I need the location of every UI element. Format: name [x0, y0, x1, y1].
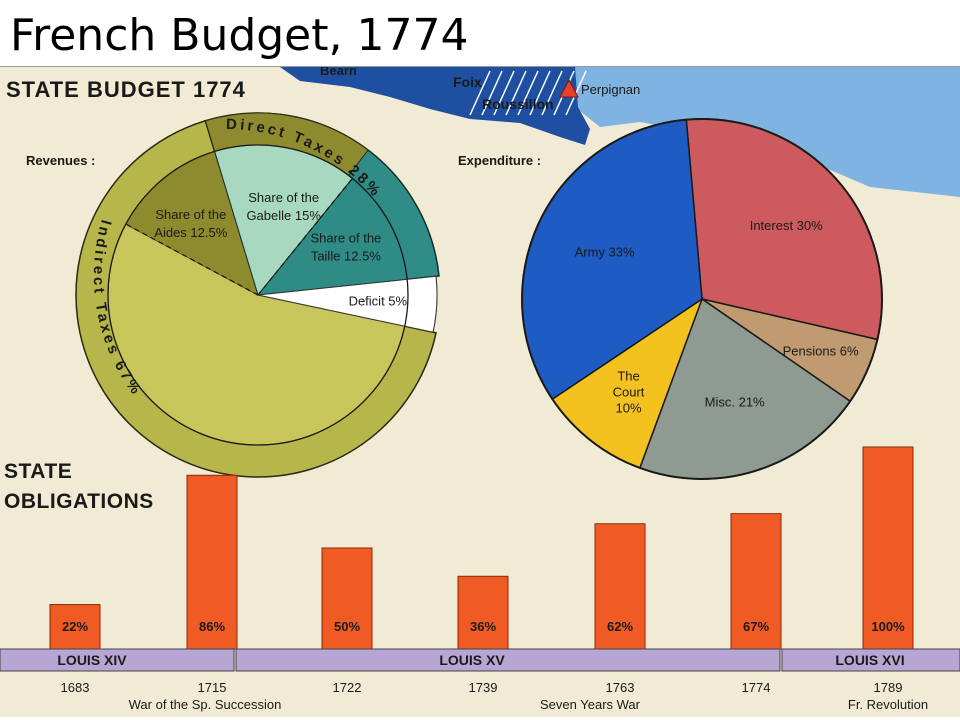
- state-obligations-heading: STATE OBLIGATIONS: [4, 457, 154, 517]
- year-label-1683: 1683: [61, 680, 90, 695]
- slice-label-deficit: Deficit 5%: [349, 294, 408, 309]
- slice-label-court: The Court 10%: [613, 369, 645, 416]
- slice-label-interest: Interest 30%: [750, 218, 823, 233]
- expenditure-pie: Interest 30% Pensions 6% Misc. 21% The Court…: [521, 118, 883, 480]
- year-label-1715: 1715: [198, 680, 227, 695]
- map-hatch-line: [493, 70, 515, 116]
- bar-label-1715: 86%: [199, 619, 225, 634]
- map-label-perpignan: Perpignan: [581, 82, 640, 97]
- inner-ring-border: [107, 144, 409, 446]
- slice-label-misc: Misc. 21%: [705, 394, 765, 409]
- year-label-1789: 1789: [874, 680, 903, 695]
- slice-label-gabelle: Share of the Gabelle 15%: [246, 190, 321, 223]
- reign-label-1: LOUIS XIV: [57, 652, 127, 668]
- bar-1774: [730, 513, 782, 650]
- bar-1683: [49, 604, 101, 650]
- bar-label-1722: 50%: [334, 619, 360, 634]
- city-marker-icon: [559, 78, 579, 98]
- bar-1789: [862, 446, 914, 650]
- figure-canvas: Bearn Foix Roussillon Perpignan Share of…: [0, 67, 960, 712]
- year-label-1774: 1774: [742, 680, 771, 695]
- pie-slice-deficit: [257, 275, 438, 333]
- slide-title: French Budget, 1774: [10, 10, 469, 61]
- map-label-bearn: Bearn: [320, 67, 357, 78]
- state-obligations-line2: OBLIGATIONS: [4, 490, 154, 513]
- year-labels: 1683 1715 1722 1739 1763 1774 1789: [61, 680, 903, 695]
- map-hatch-line: [517, 70, 539, 116]
- map-label-roussillon: Roussillon: [482, 96, 554, 112]
- reign-segment-3: [781, 648, 960, 672]
- year-label-1763: 1763: [606, 680, 635, 695]
- state-obligations-line1: STATE: [4, 460, 73, 483]
- event-labels: War of the Sp. Succession Seven Years War…: [129, 697, 928, 712]
- state-budget-heading: STATE BUDGET 1774: [6, 77, 246, 102]
- bar-1722: [321, 547, 373, 650]
- map-label-foix: Foix: [453, 74, 482, 90]
- budget-figure: Bearn Foix Roussillon Perpignan Share of…: [0, 66, 960, 717]
- bar-label-1683: 22%: [62, 619, 88, 634]
- expenditure-pie-border: [521, 118, 883, 480]
- map-land: [280, 67, 590, 145]
- year-label-1739: 1739: [469, 680, 498, 695]
- slice-label-army: Army 33%: [575, 245, 635, 260]
- event-label-3: Fr. Revolution: [848, 697, 928, 712]
- bar-label-1789: 100%: [871, 619, 905, 634]
- map-hatch-line: [481, 70, 503, 116]
- obligations-bars: 22% 86% 50% 36% 62% 67% 100%: [0, 446, 960, 650]
- reign-label-2: LOUIS XV: [439, 652, 505, 668]
- event-label-1: War of the Sp. Succession: [129, 697, 282, 712]
- map-hatch-line: [505, 70, 527, 116]
- pie-slice-aides: [125, 151, 259, 295]
- reign-segment-2: [235, 648, 781, 672]
- pie-divider-line: [125, 223, 259, 296]
- bar-1763: [594, 523, 646, 650]
- event-label-2: Seven Years War: [540, 697, 641, 712]
- revenues-heading: Revenues :: [26, 153, 96, 168]
- reign-band: LOUIS XIV LOUIS XV LOUIS XVI: [0, 648, 960, 672]
- bar-label-1763: 62%: [607, 619, 633, 634]
- reign-label-3: LOUIS XVI: [835, 652, 904, 668]
- revenues-pie: Share of the Gabelle 15% Share of the Aides…: [75, 112, 440, 478]
- bar-label-1774: 67%: [743, 619, 769, 634]
- slice-label-taille: Share of the Taille 12.5%: [310, 231, 381, 264]
- map-hatch-line: [469, 70, 491, 116]
- slice-label-pensions: Pensions 6%: [783, 344, 859, 359]
- year-label-1722: 1722: [333, 680, 362, 695]
- slice-label-aides: Share of the Aides 12.5%: [154, 207, 227, 240]
- map-hatch-line: [541, 70, 563, 116]
- map-hatch-line: [529, 70, 551, 116]
- bar-label-1739: 36%: [470, 619, 496, 634]
- expenditure-heading: Expenditure :: [458, 153, 542, 168]
- reign-segment-1: [0, 648, 235, 672]
- bar-1739: [457, 575, 509, 650]
- pie-divider-line: [257, 178, 353, 296]
